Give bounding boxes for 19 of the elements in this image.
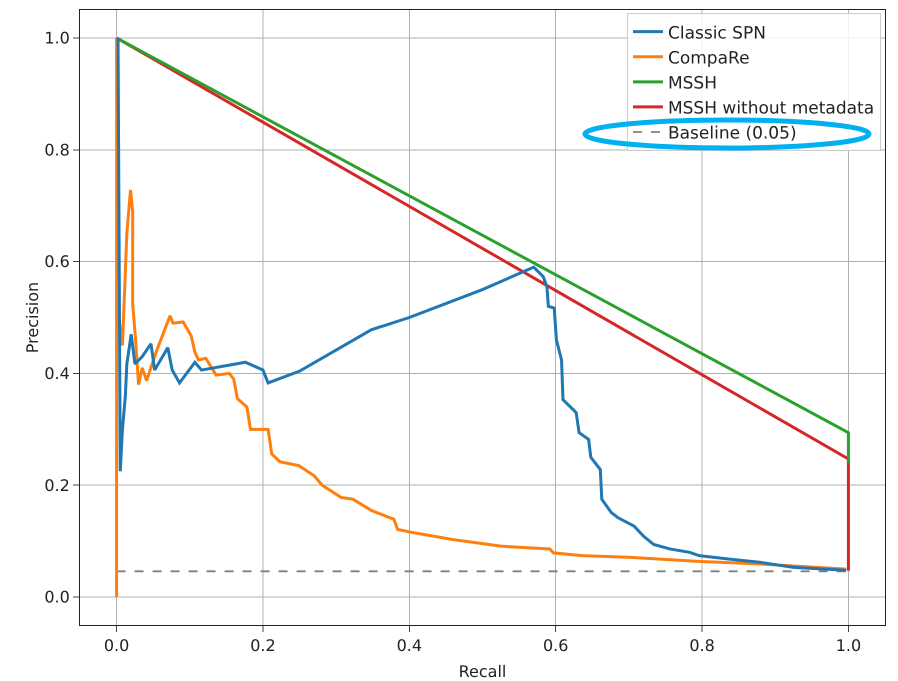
legend-label: Classic SPN xyxy=(668,23,766,44)
legend-label: CompaRe xyxy=(668,48,750,68)
x-tick-label: 0.0 xyxy=(104,636,130,656)
x-tick-label: 0.8 xyxy=(689,636,715,656)
legend-label: MSSH without metadata xyxy=(668,98,874,119)
legend-label: MSSH xyxy=(668,73,718,94)
y-tick-label: 0.0 xyxy=(44,588,70,607)
y-tick-label: 1.0 xyxy=(44,28,70,48)
x-tick-label: 0.4 xyxy=(396,636,422,656)
legend-label: Baseline (0.05) xyxy=(668,124,797,144)
y-tick-label: 0.6 xyxy=(44,252,70,272)
y-tick-label: 0.8 xyxy=(44,140,70,160)
x-tick-label: 1.0 xyxy=(836,636,862,656)
y-tick-label: 0.2 xyxy=(44,476,70,495)
y-tick-label: 0.4 xyxy=(44,364,70,384)
y-axis-title: Precision xyxy=(23,282,42,354)
x-tick-label: 0.6 xyxy=(542,636,568,656)
x-tick-label: 0.2 xyxy=(250,636,276,656)
x-axis-title: Recall xyxy=(458,662,506,681)
